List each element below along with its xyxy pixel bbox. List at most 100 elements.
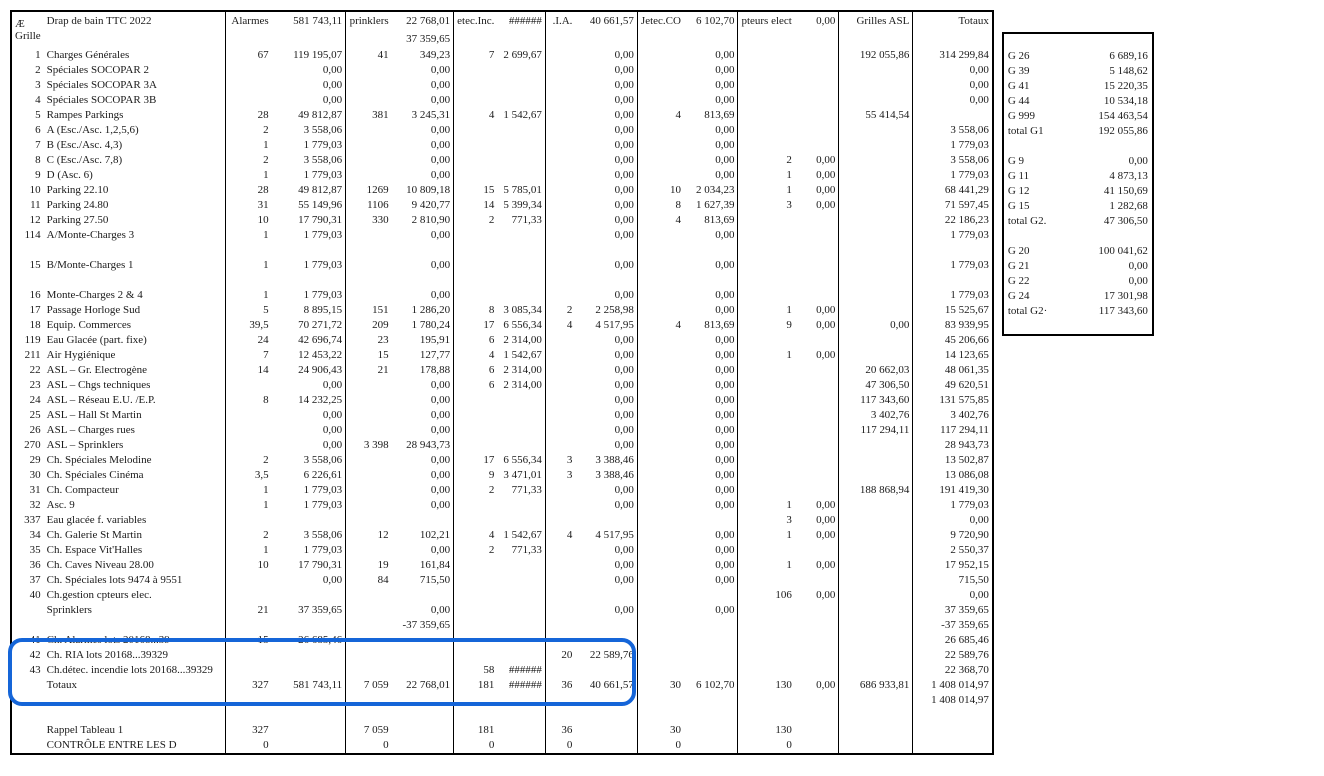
cell: 1 779,03 bbox=[913, 498, 993, 513]
table-row: 32Asc. 911 779,030,000,000,0010,001 779,… bbox=[11, 498, 993, 513]
cell: 0,00 bbox=[575, 438, 637, 453]
cell: 0,00 bbox=[392, 408, 454, 423]
cell: 68 441,29 bbox=[913, 183, 993, 198]
row-label: Ch. Spéciales Cinéma bbox=[44, 468, 226, 483]
cell bbox=[795, 93, 839, 108]
cell bbox=[795, 378, 839, 393]
table-row: 34Ch. Galerie St Martin23 558,0612102,21… bbox=[11, 528, 993, 543]
cell bbox=[637, 333, 684, 348]
cell: 1 bbox=[226, 288, 272, 303]
cell: 1 542,67 bbox=[497, 348, 545, 363]
grille-id: 17 bbox=[11, 303, 44, 318]
table-row: 211Air Hygiénique712 453,2215127,7741 54… bbox=[11, 348, 993, 363]
side-row: G 220,00 bbox=[1003, 274, 1153, 289]
cell: 3 558,06 bbox=[272, 123, 346, 138]
cell bbox=[637, 138, 684, 153]
cell: 119 195,07 bbox=[272, 48, 346, 63]
cell: 4 bbox=[545, 318, 575, 333]
cell bbox=[575, 693, 637, 708]
cell: 28 943,73 bbox=[913, 438, 993, 453]
cell: 0,00 bbox=[684, 48, 738, 63]
cell: 0,00 bbox=[684, 288, 738, 303]
cell: 0,00 bbox=[575, 183, 637, 198]
grille-id: 12 bbox=[11, 213, 44, 228]
cell bbox=[392, 588, 454, 603]
cell: 22 589,76 bbox=[575, 648, 637, 663]
cell: 84 bbox=[346, 573, 392, 588]
cell: 191 419,30 bbox=[913, 483, 993, 498]
table-row: 29Ch. Spéciales Melodine23 558,060,00176… bbox=[11, 453, 993, 468]
side-row: G 1241 150,69 bbox=[1003, 184, 1153, 199]
side-value: 154 463,54 bbox=[1059, 109, 1153, 124]
cell: 3 558,06 bbox=[272, 528, 346, 543]
cell bbox=[454, 138, 498, 153]
cell bbox=[226, 63, 272, 78]
cell bbox=[738, 648, 795, 663]
cell bbox=[839, 288, 913, 303]
grille-id bbox=[11, 243, 44, 258]
side-key: G 999 bbox=[1003, 109, 1059, 124]
cell: 0,00 bbox=[392, 543, 454, 558]
cell: 0,00 bbox=[272, 573, 346, 588]
cell bbox=[545, 123, 575, 138]
cell: 1 bbox=[226, 543, 272, 558]
cell bbox=[545, 573, 575, 588]
cell bbox=[637, 258, 684, 273]
row-label: Parking 27.50 bbox=[44, 213, 226, 228]
cell: 36 bbox=[545, 678, 575, 693]
side-key: G 15 bbox=[1003, 199, 1059, 214]
cell bbox=[346, 123, 392, 138]
cell: 20 bbox=[545, 648, 575, 663]
cell bbox=[497, 618, 545, 633]
grille-id: 18 bbox=[11, 318, 44, 333]
cell bbox=[839, 558, 913, 573]
cell bbox=[545, 228, 575, 243]
cell bbox=[346, 603, 392, 618]
cell: 0,00 bbox=[684, 408, 738, 423]
table-row: Totaux327581 743,117 05922 768,01181####… bbox=[11, 678, 993, 693]
grille-id: 4 bbox=[11, 93, 44, 108]
cell: 0,00 bbox=[392, 498, 454, 513]
cell: 0,00 bbox=[272, 408, 346, 423]
cell: 0,00 bbox=[684, 453, 738, 468]
cell bbox=[839, 303, 913, 318]
cell: 0,00 bbox=[392, 138, 454, 153]
hdr-ia-tot: 40 661,57 bbox=[575, 11, 637, 30]
cell: 4 bbox=[454, 108, 498, 123]
cell bbox=[497, 93, 545, 108]
grille-id: 31 bbox=[11, 483, 44, 498]
cell: 28 bbox=[226, 183, 272, 198]
table-row: 37Ch. Spéciales lots 9474 à 95510,008471… bbox=[11, 573, 993, 588]
cell: 3 245,31 bbox=[392, 108, 454, 123]
cell bbox=[637, 453, 684, 468]
cell bbox=[226, 708, 272, 723]
cell bbox=[454, 243, 498, 258]
cell bbox=[839, 153, 913, 168]
cell: 3 085,34 bbox=[497, 303, 545, 318]
cell: 1 bbox=[738, 348, 795, 363]
cell: 20 662,03 bbox=[839, 363, 913, 378]
cell bbox=[738, 468, 795, 483]
cell: 39,5 bbox=[226, 318, 272, 333]
cell bbox=[795, 123, 839, 138]
cell: 0,00 bbox=[575, 198, 637, 213]
grille-id: 25 bbox=[11, 408, 44, 423]
cell bbox=[839, 198, 913, 213]
cell: 58 bbox=[454, 663, 498, 678]
cell: 2 bbox=[454, 543, 498, 558]
cell: 1 bbox=[738, 183, 795, 198]
cell bbox=[454, 438, 498, 453]
cell bbox=[545, 543, 575, 558]
table-row: 24ASL – Réseau E.U. /E.P.814 232,250,000… bbox=[11, 393, 993, 408]
cell bbox=[545, 348, 575, 363]
cell: 70 271,72 bbox=[272, 318, 346, 333]
cell: 0,00 bbox=[392, 288, 454, 303]
cell: 6 102,70 bbox=[684, 678, 738, 693]
cell: 22 186,23 bbox=[913, 213, 993, 228]
grille-id: 15 bbox=[11, 258, 44, 273]
cell: 1 779,03 bbox=[272, 483, 346, 498]
grille-id: 29 bbox=[11, 453, 44, 468]
cell: 381 bbox=[346, 108, 392, 123]
side-key: G 9 bbox=[1003, 154, 1059, 169]
cell: 4 517,95 bbox=[575, 528, 637, 543]
